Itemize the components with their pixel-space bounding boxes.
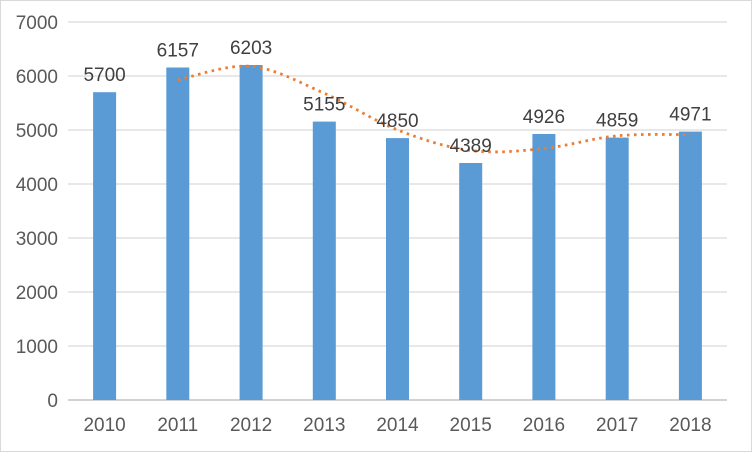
bar-2010: [93, 92, 117, 400]
x-axis-label-2017: 2017: [596, 415, 638, 436]
y-axis-label-1000: 1000: [16, 337, 58, 358]
bar-2011: [166, 67, 190, 400]
bar-2015: [459, 163, 483, 400]
bar-2014: [386, 138, 409, 400]
y-axis-label-4000: 4000: [16, 175, 58, 196]
data-label-2013: 5155: [303, 95, 345, 116]
bar-2012: [239, 65, 263, 400]
data-label-2018: 4971: [669, 105, 711, 126]
y-axis-label-3000: 3000: [16, 229, 58, 250]
x-axis-label-2015: 2015: [450, 415, 492, 436]
y-axis-label-5000: 5000: [16, 121, 58, 142]
y-axis-label-6000: 6000: [16, 67, 58, 88]
x-axis-label-2012: 2012: [230, 415, 272, 436]
bar-2017: [605, 137, 629, 400]
y-axis-label-0: 0: [47, 391, 58, 412]
x-axis-label-2016: 2016: [523, 415, 565, 436]
data-label-2016: 4926: [523, 107, 565, 128]
bar-2013: [312, 121, 336, 400]
data-label-2012: 6203: [230, 38, 272, 59]
x-axis-label-2018: 2018: [669, 415, 711, 436]
bar-2016: [532, 134, 556, 400]
x-axis-label-2011: 2011: [157, 415, 198, 436]
data-label-2014: 4850: [376, 111, 418, 132]
x-axis-label-2010: 2010: [83, 415, 125, 436]
x-axis-label-2014: 2014: [376, 415, 419, 436]
data-label-2011: 6157: [157, 41, 199, 62]
data-label-2010: 5700: [83, 65, 125, 86]
x-axis-label-2013: 2013: [303, 415, 345, 436]
data-label-2015: 4389: [450, 136, 492, 157]
y-axis-label-2000: 2000: [16, 283, 58, 304]
bar-2018: [678, 131, 702, 400]
y-axis-label-7000: 7000: [16, 13, 58, 34]
data-label-2017: 4859: [596, 111, 638, 132]
